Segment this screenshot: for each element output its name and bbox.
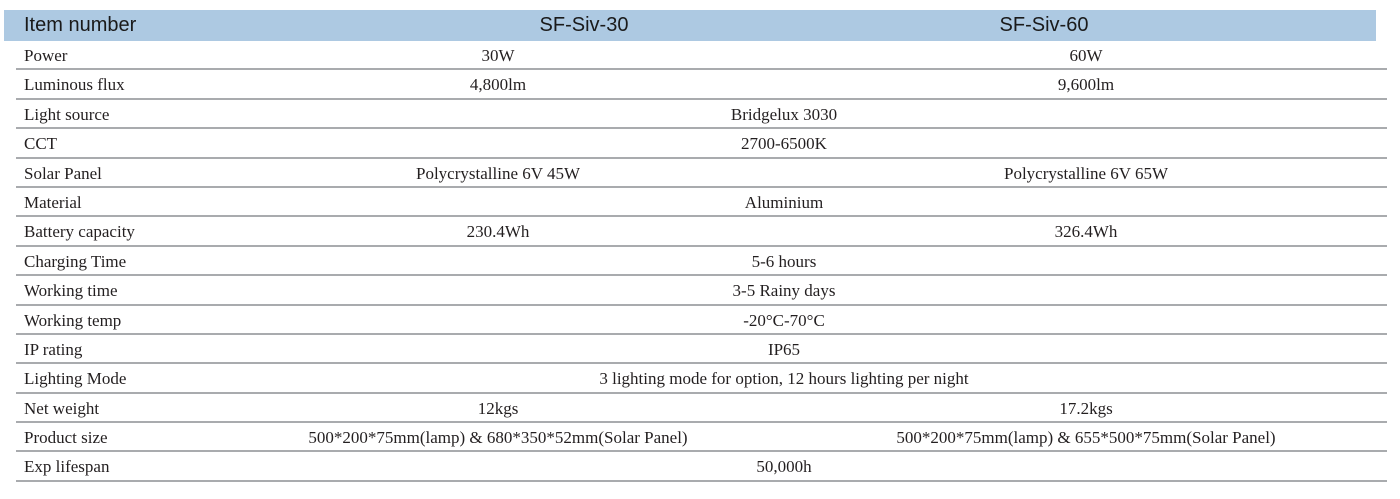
table-row-working-temp: Working temp -20°C-70°C — [16, 306, 1387, 335]
row-value-model-1: 4,800lm — [469, 75, 527, 95]
row-value-merged: -20°C-70°C — [743, 310, 825, 330]
row-label: Working time — [24, 281, 118, 301]
row-label: Battery capacity — [24, 222, 135, 242]
row-value-merged: 3 lighting mode for option, 12 hours lig… — [599, 369, 969, 389]
header-model-2: SF-Siv-60 — [999, 14, 1089, 36]
table-row-ip-rating: IP rating IP65 — [16, 335, 1387, 365]
table-row-working-time: Working time 3-5 Rainy days — [16, 276, 1387, 306]
row-label: IP rating — [24, 339, 83, 359]
row-value-model-1: 30W — [481, 46, 515, 65]
header-label: Item number — [24, 14, 137, 36]
row-label: Luminous flux — [24, 75, 125, 95]
table-row-exp-lifespan: Exp lifespan 50,000h — [16, 452, 1387, 482]
row-value-model-1: Polycrystalline 6V 45W — [416, 163, 580, 183]
row-label: Exp lifespan — [24, 457, 110, 477]
row-value-model-2: 326.4Wh — [1054, 222, 1118, 242]
row-value-merged: Bridgelux 3030 — [730, 104, 838, 124]
row-value-merged: 5-6 hours — [751, 251, 817, 271]
row-value-model-1: 12kgs — [477, 398, 519, 418]
row-label: Charging Time — [24, 251, 127, 271]
row-label: CCT — [24, 134, 58, 154]
table-row-product-size: Product size 500*200*75mm(lamp) & 680*35… — [16, 423, 1387, 453]
row-label: Material — [24, 192, 82, 212]
row-label: Light source — [24, 104, 110, 124]
row-value-merged: IP65 — [767, 339, 801, 359]
table-row-power: Power 30W 60W — [16, 41, 1387, 71]
table-row-battery-capacity: Battery capacity 230.4Wh 326.4Wh — [16, 217, 1387, 247]
row-label: Solar Panel — [24, 163, 102, 183]
row-value-model-1: 500*200*75mm(lamp) & 680*350*52mm(Solar … — [308, 428, 688, 448]
table-row-solar-panel: Solar Panel Polycrystalline 6V 45W Polyc… — [16, 159, 1387, 188]
table-body: Power 30W 60W Luminous flux 4,800lm 9,60… — [16, 41, 1387, 482]
row-value-model-2: Polycrystalline 6V 65W — [1004, 163, 1168, 183]
table-row-light-source: Light source Bridgelux 3030 — [16, 100, 1387, 130]
row-value-merged: 2700-6500K — [741, 134, 827, 154]
table-header-row: Item number SF-Siv-30 SF-Siv-60 — [4, 10, 1376, 41]
row-value-model-2: 60W — [1069, 46, 1103, 65]
row-value-model-2: 500*200*75mm(lamp) & 655*500*75mm(Solar … — [896, 428, 1276, 448]
row-label: Power — [24, 46, 68, 65]
row-label: Product size — [24, 428, 108, 448]
row-value-merged: 50,000h — [756, 457, 812, 477]
table-row-material: Material Aluminium — [16, 188, 1387, 218]
table-row-luminous-flux: Luminous flux 4,800lm 9,600lm — [16, 70, 1387, 100]
row-label: Lighting Mode — [24, 369, 127, 389]
header-model-1: SF-Siv-30 — [539, 14, 629, 36]
table-row-lighting-mode: Lighting Mode 3 lighting mode for option… — [16, 364, 1387, 394]
table-row-net-weight: Net weight 12kgs 17.2kgs — [16, 394, 1387, 424]
table-row-charging-time: Charging Time 5-6 hours — [16, 247, 1387, 277]
table-row-cct: CCT 2700-6500K — [16, 129, 1387, 159]
row-label: Working temp — [24, 310, 122, 330]
row-value-model-2: 9,600lm — [1057, 75, 1115, 95]
row-value-merged: 3-5 Rainy days — [732, 281, 836, 301]
row-value-model-1: 230.4Wh — [466, 222, 530, 242]
row-value-model-2: 17.2kgs — [1059, 398, 1113, 418]
row-label: Net weight — [24, 398, 100, 418]
row-value-merged: Aluminium — [744, 192, 824, 212]
